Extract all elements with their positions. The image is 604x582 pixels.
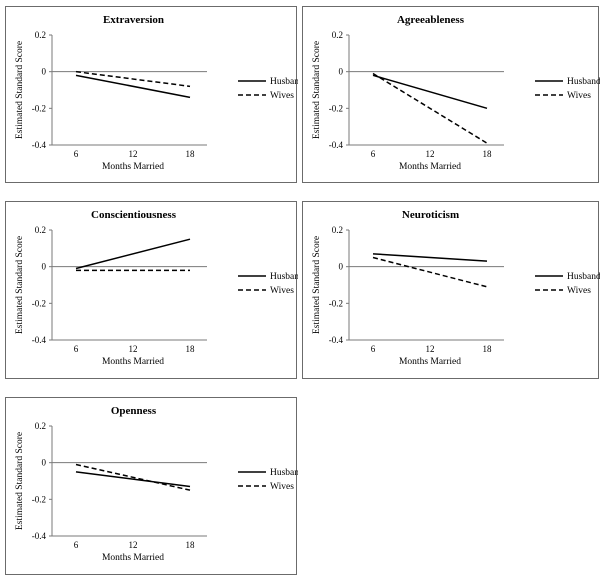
chart-title: Neuroticism [402, 209, 459, 221]
chart-panel-neuroticism: Neuroticism 0.2 0 -0.2 -0.4 6 12 18 Months Marri… [302, 201, 600, 379]
x-axis-label: Months Married [399, 162, 461, 172]
y-tick-label: -0.2 [32, 494, 46, 504]
chart-panel-openness: Openness 0.2 0 -0.2 -0.4 6 12 18 Months Married E… [5, 397, 298, 575]
chart-svg: Openness 0.2 0 -0.2 -0.4 6 12 18 Months Married E… [15, 405, 298, 563]
y-tick-label: 0.2 [35, 225, 46, 235]
x-tick-label: 6 [371, 344, 376, 354]
series-line-wives [372, 256, 488, 288]
series-line-husbands [75, 74, 191, 99]
chart-panel-extraversion: Extraversion 0.2 0 -0.2 -0.4 6 12 18 Months Marr… [5, 6, 298, 183]
chart-panel-agreeableness: Agreeableness 0.2 0 -0.2 -0.4 6 12 18 Months Mar… [302, 6, 600, 183]
series-line-wives [75, 70, 191, 88]
series-line-husbands [75, 471, 191, 488]
x-tick-label: 6 [371, 149, 376, 159]
series-line-wives [372, 72, 488, 144]
legend-label: Husbands [567, 77, 600, 87]
y-axis-label: Estimated Standard Score [312, 41, 322, 139]
y-axis-label: Estimated Standard Score [312, 236, 322, 334]
y-tick-label: 0 [42, 262, 47, 272]
x-tick-label: 18 [186, 540, 196, 550]
chart-panel-conscientiousness: Conscientiousness 0.2 0 -0.2 -0.4 6 12 18 Months… [5, 201, 298, 379]
x-tick-label: 18 [483, 344, 493, 354]
y-tick-label: -0.2 [329, 103, 343, 113]
legend-label: Husbands [270, 468, 298, 478]
chart-title: Extraversion [103, 14, 164, 26]
x-tick-label: 6 [74, 540, 79, 550]
y-tick-label: 0 [339, 67, 344, 77]
chart-title: Conscientiousness [91, 209, 177, 221]
x-tick-label: 6 [74, 344, 79, 354]
legend-label: Wives [567, 286, 591, 296]
x-tick-label: 12 [426, 344, 435, 354]
series-line-husbands [372, 253, 488, 262]
legend-label: Husbands [270, 77, 298, 87]
x-axis-label: Months Married [102, 357, 164, 367]
chart-svg: Neuroticism 0.2 0 -0.2 -0.4 6 12 18 Months Marri… [312, 209, 600, 367]
y-tick-label: 0.2 [35, 421, 46, 431]
x-tick-label: 18 [483, 149, 493, 159]
y-tick-label: -0.4 [329, 335, 344, 345]
y-tick-label: -0.2 [32, 103, 46, 113]
y-axis-label: Estimated Standard Score [15, 236, 25, 334]
y-tick-label: -0.4 [32, 140, 47, 150]
chart-title: Openness [111, 405, 157, 417]
series-line-husbands [75, 238, 191, 270]
y-tick-label: 0 [42, 67, 47, 77]
legend-label: Wives [270, 286, 294, 296]
legend-label: Wives [270, 482, 294, 492]
x-tick-label: 12 [129, 344, 138, 354]
y-tick-label: 0 [42, 458, 47, 468]
x-tick-label: 12 [129, 149, 138, 159]
y-tick-label: -0.4 [32, 531, 47, 541]
y-tick-label: -0.4 [32, 335, 47, 345]
x-axis-label: Months Married [102, 162, 164, 172]
y-tick-label: -0.2 [329, 298, 343, 308]
chart-svg: Extraversion 0.2 0 -0.2 -0.4 6 12 18 Months Marr… [15, 14, 298, 172]
y-tick-label: 0.2 [332, 30, 343, 40]
series-line-husbands [372, 74, 488, 110]
series-line-wives [75, 463, 191, 491]
legend-label: Husbands [567, 272, 600, 282]
y-axis-label: Estimated Standard Score [15, 41, 25, 139]
chart-svg: Agreeableness 0.2 0 -0.2 -0.4 6 12 18 Months Mar… [312, 14, 600, 172]
chart-title: Agreeableness [397, 14, 465, 26]
y-axis-label: Estimated Standard Score [15, 432, 25, 530]
y-tick-label: -0.2 [32, 298, 46, 308]
y-tick-label: 0.2 [35, 30, 46, 40]
y-tick-label: 0 [339, 262, 344, 272]
legend-label: Wives [567, 91, 591, 101]
x-axis-label: Months Married [102, 553, 164, 563]
y-tick-label: 0.2 [332, 225, 343, 235]
x-tick-label: 12 [129, 540, 138, 550]
chart-svg: Conscientiousness 0.2 0 -0.2 -0.4 6 12 18 Months… [15, 209, 298, 367]
x-tick-label: 12 [426, 149, 435, 159]
legend-label: Husbands [270, 272, 298, 282]
x-tick-label: 6 [74, 149, 79, 159]
x-tick-label: 18 [186, 344, 196, 354]
y-tick-label: -0.4 [329, 140, 344, 150]
x-axis-label: Months Married [399, 357, 461, 367]
x-tick-label: 18 [186, 149, 196, 159]
legend-label: Wives [270, 91, 294, 101]
